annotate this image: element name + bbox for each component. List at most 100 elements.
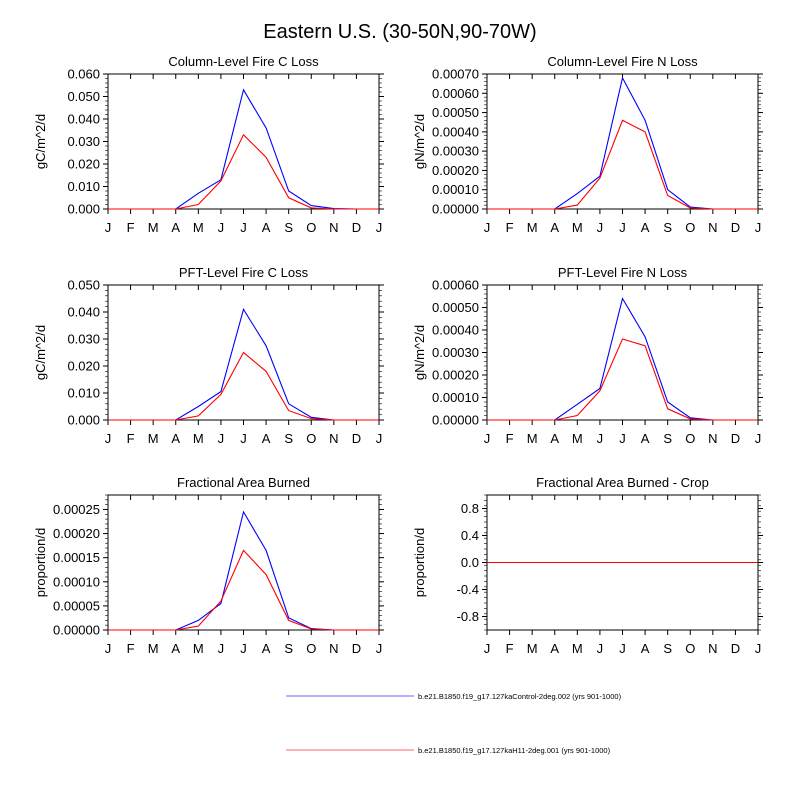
x-tick-label: J [240,641,247,656]
series-line-control [108,88,379,210]
y-tick-label: 0.010 [67,386,100,401]
x-tick-label: J [218,431,225,446]
y-axis-label: proportion/d [33,528,48,597]
y-tick-label: 0.00040 [432,323,479,338]
x-tick-label: M [148,220,159,235]
series-line-control [108,510,379,631]
y-tick-label: 0.000 [67,413,100,428]
x-tick-label: J [619,220,626,235]
y-tick-label: 0.00010 [432,182,479,197]
y-tick-label: 0.040 [67,305,100,320]
y-tick-label: 0.00030 [432,345,479,360]
x-tick-label: J [105,431,112,446]
y-tick-label: 0.00015 [53,550,100,565]
y-tick-label: 0.060 [67,67,100,82]
x-tick-label: D [352,641,361,656]
figure-title: Eastern U.S. (30-50N,90-70W) [263,21,536,43]
legend-label-control: b.e21.B1850.f19_g17.127kaControl-2deg.00… [418,692,622,701]
x-tick-label: J [755,220,762,235]
series-line-h11 [108,549,379,631]
y-tick-label: 0.00025 [53,502,100,517]
y-tick-label: 0.030 [67,134,100,149]
plot-frame [486,73,759,210]
y-tick-label: 0.00005 [53,598,100,613]
x-tick-label: J [597,431,604,446]
x-tick-label: N [708,641,717,656]
x-tick-label: J [597,641,604,656]
x-tick-label: J [755,641,762,656]
series-line-h11 [487,119,758,210]
x-tick-label: J [597,220,604,235]
x-tick-label: J [484,641,491,656]
x-tick-label: A [641,431,650,446]
x-tick-label: N [329,431,338,446]
series-line-h11 [487,338,758,421]
x-tick-label: M [572,641,583,656]
x-tick-label: J [218,641,225,656]
x-tick-label: S [663,220,672,235]
x-tick-label: N [708,220,717,235]
y-tick-label: 0.00060 [432,86,479,101]
x-tick-label: M [193,220,204,235]
panel-title: PFT-Level Fire C Loss [179,265,309,280]
y-tick-label: 0.00050 [432,300,479,315]
y-tick-label: 0.00010 [432,390,479,405]
y-tick-label: 0.00060 [432,278,479,293]
x-tick-label: J [619,431,626,446]
y-tick-label: -0.8 [457,609,479,624]
y-tick-label: 0.020 [67,359,100,374]
x-tick-label: A [262,641,271,656]
x-tick-label: F [506,641,514,656]
legend-label-h11: b.e21.B1850.f19_g17.127kaH11-2deg.001 (y… [418,746,611,755]
x-tick-label: J [755,431,762,446]
plot-frame [107,73,380,210]
x-tick-label: J [105,220,112,235]
x-tick-label: O [685,641,695,656]
x-tick-label: O [306,431,316,446]
y-axis-label: proportion/d [412,528,427,597]
y-tick-label: 0.050 [67,278,100,293]
x-tick-label: F [127,641,135,656]
panel-title: Column-Level Fire N Loss [547,54,698,69]
x-tick-label: J [240,220,247,235]
panel-6: Fractional Area Burned - Crop proportion/… [412,475,763,656]
y-tick-label: 0.020 [67,157,100,172]
x-tick-label: J [240,431,247,446]
series-line-h11 [108,133,379,210]
x-tick-label: J [376,431,383,446]
y-tick-label: 0.010 [67,179,100,194]
y-axis-label: gC/m^2/d [33,325,48,380]
y-axis-label: gC/m^2/d [33,114,48,169]
y-tick-label: 0.00000 [432,413,479,428]
x-tick-label: S [663,641,672,656]
x-tick-label: F [127,220,135,235]
y-tick-label: 0.00000 [432,202,479,217]
x-tick-label: F [506,220,514,235]
panel-title: Fractional Area Burned - Crop [536,475,709,490]
x-tick-label: M [572,431,583,446]
x-tick-label: N [708,431,717,446]
y-tick-label: 0.030 [67,332,100,347]
panel-title: PFT-Level Fire N Loss [558,265,688,280]
x-tick-label: M [527,431,538,446]
x-tick-label: S [284,220,293,235]
x-tick-label: M [193,641,204,656]
x-tick-label: D [731,431,740,446]
x-tick-label: F [506,431,514,446]
x-tick-label: J [619,641,626,656]
y-tick-label: 0.00020 [53,526,100,541]
x-tick-label: J [218,220,225,235]
y-axis-label: gN/m^2/d [412,325,427,380]
plot-frame [486,284,759,421]
x-tick-label: J [484,431,491,446]
y-tick-label: 0.00020 [432,163,479,178]
x-tick-label: A [171,641,180,656]
x-tick-label: F [127,431,135,446]
y-tick-label: 0.040 [67,112,100,127]
x-tick-label: O [306,641,316,656]
